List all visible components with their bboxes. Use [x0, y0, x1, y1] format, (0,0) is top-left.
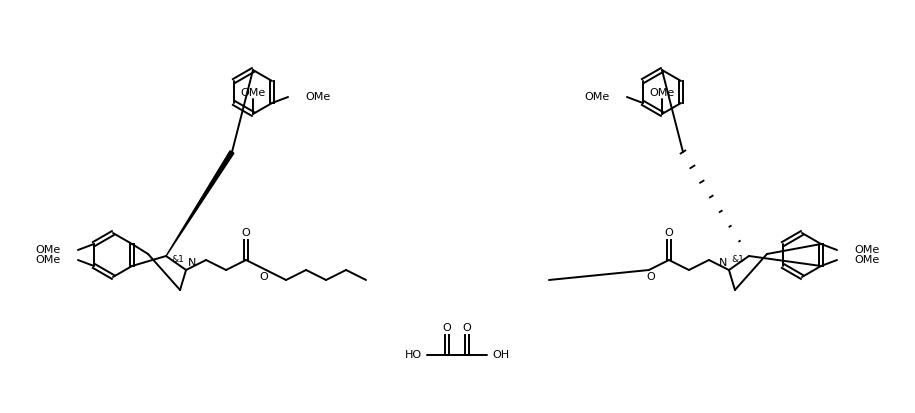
Text: O: O — [242, 228, 251, 238]
Text: O: O — [463, 323, 471, 333]
Text: OMe: OMe — [36, 245, 61, 255]
Text: O: O — [260, 272, 268, 282]
Text: O: O — [443, 323, 451, 333]
Text: O: O — [647, 272, 655, 282]
Text: OMe: OMe — [241, 88, 265, 98]
Text: OMe: OMe — [650, 88, 674, 98]
Text: O: O — [664, 228, 673, 238]
Text: &1: &1 — [171, 254, 184, 263]
Polygon shape — [166, 151, 234, 256]
Text: OMe: OMe — [585, 92, 610, 102]
Text: OMe: OMe — [854, 245, 879, 255]
Text: &1: &1 — [731, 254, 744, 263]
Text: OMe: OMe — [36, 255, 61, 265]
Text: N: N — [188, 258, 197, 268]
Text: N: N — [718, 258, 727, 268]
Text: OMe: OMe — [305, 92, 330, 102]
Text: HO: HO — [404, 350, 422, 360]
Text: OMe: OMe — [854, 255, 879, 265]
Text: OH: OH — [492, 350, 509, 360]
